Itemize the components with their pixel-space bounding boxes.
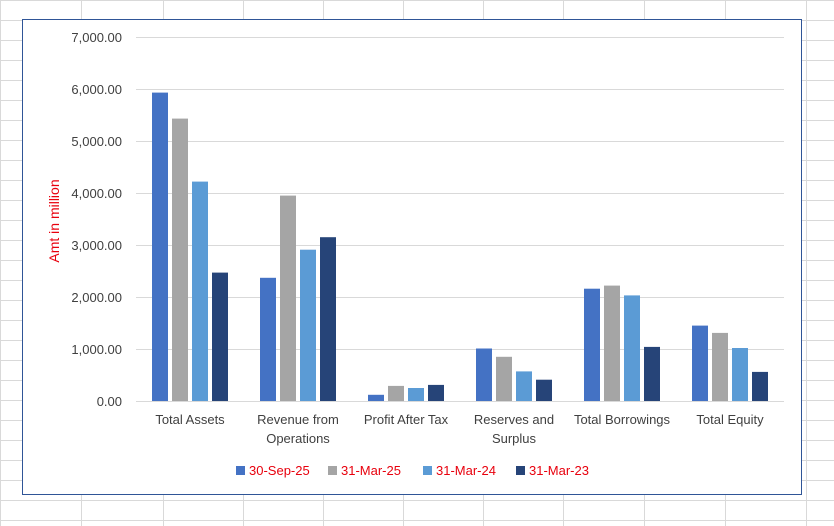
bar-31-Mar-25-Total Borrowings[interactable] (604, 285, 620, 401)
bar-chart: 0.00 1,000.00 2,000.00 3,000.00 4,000.00 5,00… (46, 30, 784, 478)
y-tick-label: 7,000.00 (71, 30, 122, 45)
x-category-label: Profit After Tax (364, 412, 449, 427)
x-category-label: Revenue from (257, 412, 339, 427)
bar-31-Mar-23-Profit After Tax[interactable] (428, 384, 444, 401)
bar-31-Mar-24-Total Borrowings[interactable] (624, 295, 640, 401)
bar-31-Mar-24-Reserves and Surplus[interactable] (516, 371, 532, 401)
legend-swatch-31-Mar-24 (423, 466, 432, 475)
bar-31-Mar-23-Total Assets[interactable] (212, 272, 228, 401)
legend-label-30-Sep-25[interactable]: 30-Sep-25 (249, 463, 310, 478)
x-category-label: Operations (266, 431, 330, 446)
bar-31-Mar-23-Total Equity[interactable] (752, 371, 768, 401)
legend-swatch-31-Mar-25 (328, 466, 337, 475)
legend-label-31-Mar-23[interactable]: 31-Mar-23 (529, 463, 589, 478)
bar-30-Sep-25-Total Borrowings[interactable] (584, 288, 600, 401)
bar-31-Mar-24-Revenue from Operations[interactable] (300, 249, 316, 401)
bar-31-Mar-24-Total Assets[interactable] (192, 181, 208, 401)
legend-swatch-31-Mar-23 (516, 466, 525, 475)
legend-label-31-Mar-25[interactable]: 31-Mar-25 (341, 463, 401, 478)
bar-31-Mar-24-Profit After Tax[interactable] (408, 388, 424, 401)
bar-31-Mar-25-Profit After Tax[interactable] (388, 385, 404, 401)
legend-label-31-Mar-24[interactable]: 31-Mar-24 (436, 463, 496, 478)
y-tick-label: 2,000.00 (71, 290, 122, 305)
bars (152, 92, 768, 402)
bar-30-Sep-25-Total Assets[interactable] (152, 92, 168, 401)
bar-30-Sep-25-Revenue from Operations[interactable] (260, 277, 276, 401)
y-tick-label: 0.00 (97, 394, 122, 409)
bar-31-Mar-25-Total Assets[interactable] (172, 118, 188, 401)
x-category-label: Surplus (492, 431, 537, 446)
y-tick-label: 4,000.00 (71, 186, 122, 201)
bar-31-Mar-23-Reserves and Surplus[interactable] (536, 379, 552, 401)
x-category-label: Total Borrowings (574, 412, 671, 427)
bar-31-Mar-25-Reserves and Surplus[interactable] (496, 356, 512, 401)
bar-31-Mar-23-Revenue from Operations[interactable] (320, 237, 336, 401)
bar-31-Mar-23-Total Borrowings[interactable] (644, 346, 660, 401)
bar-31-Mar-25-Revenue from Operations[interactable] (280, 195, 296, 401)
chart-area[interactable]: 0.00 1,000.00 2,000.00 3,000.00 4,000.00 5,00… (22, 19, 802, 495)
y-tick-label: 3,000.00 (71, 238, 122, 253)
x-category-label: Total Equity (696, 412, 764, 427)
legend-swatch-30-Sep-25 (236, 466, 245, 475)
gridlines (136, 37, 784, 350)
y-tick-label: 1,000.00 (71, 342, 122, 357)
y-axis-title: Amt in million (46, 179, 62, 262)
x-axis-categories: Total Assets Revenue from Operations Profit… (155, 412, 764, 446)
bar-30-Sep-25-Profit After Tax[interactable] (368, 394, 384, 401)
bar-31-Mar-24-Total Equity[interactable] (732, 348, 748, 401)
x-category-label: Reserves and (474, 412, 554, 427)
y-tick-label: 6,000.00 (71, 82, 122, 97)
bar-30-Sep-25-Reserves and Surplus[interactable] (476, 348, 492, 402)
bar-31-Mar-25-Total Equity[interactable] (712, 332, 728, 401)
y-tick-label: 5,000.00 (71, 134, 122, 149)
bar-30-Sep-25-Total Equity[interactable] (692, 325, 708, 401)
legend: 30-Sep-25 31-Mar-25 31-Mar-24 31-Mar-23 (236, 463, 589, 478)
y-axis-ticks: 0.00 1,000.00 2,000.00 3,000.00 4,000.00 5,00… (71, 30, 122, 409)
x-category-label: Total Assets (155, 412, 225, 427)
